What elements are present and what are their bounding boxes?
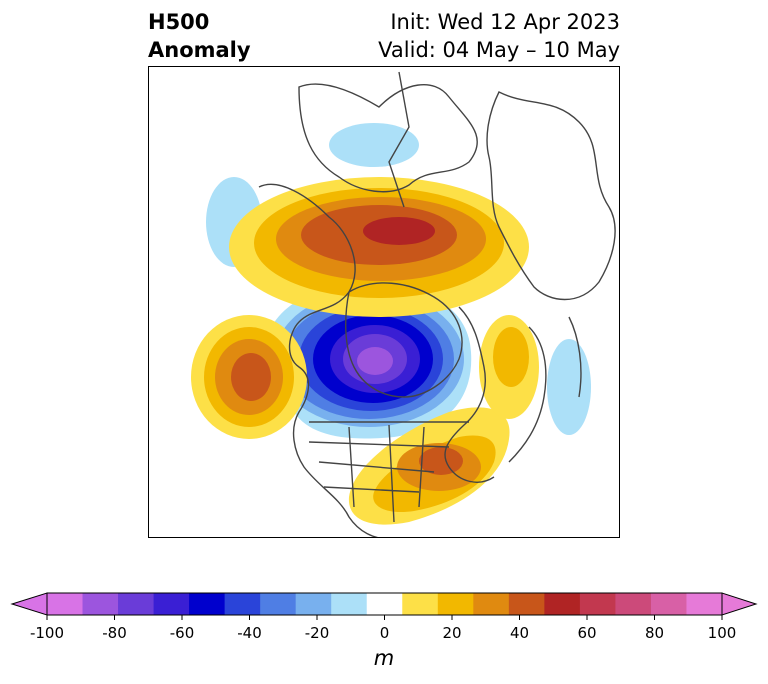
negative-anomaly-atlantic — [547, 339, 591, 435]
negative-anomaly-arctic — [329, 123, 419, 167]
colorbar-segment — [153, 593, 190, 615]
colorbar-segment — [579, 593, 616, 615]
positive-anomaly-eastern-us — [348, 407, 510, 525]
title-line-2: Anomaly — [148, 38, 251, 62]
colorbar-svg — [10, 592, 758, 620]
colorbar-tick-label: 100 — [707, 624, 737, 642]
init-date: Init: Wed 12 Apr 2023 — [390, 10, 620, 34]
colorbar-extend-high — [721, 592, 758, 616]
positive-anomaly-west-atlantic — [479, 315, 539, 419]
colorbar-segment — [331, 593, 368, 615]
colorbar-segment — [295, 593, 332, 615]
colorbar-segment — [650, 593, 687, 615]
map-title: H500 Anomaly — [148, 8, 251, 64]
positive-anomaly-northern-canada — [229, 177, 529, 317]
colorbar-unit: m — [373, 646, 395, 670]
colorbar-tick-label: 60 — [577, 624, 597, 642]
colorbar-segment — [473, 593, 510, 615]
colorbar-segment — [544, 593, 581, 615]
colorbar-tick-label: 40 — [509, 624, 530, 642]
colorbar-segment — [508, 593, 545, 615]
positive-anomaly-ne-pacific — [191, 315, 307, 439]
colorbar-segment — [402, 593, 439, 615]
colorbar-tick-label: -40 — [237, 624, 262, 642]
map-canvas — [191, 71, 616, 537]
coastlines — [258, 71, 616, 537]
colorbar-segment — [82, 593, 119, 615]
anomaly-map — [148, 66, 620, 538]
colorbar-tick-label: -20 — [304, 624, 330, 642]
negative-anomaly-hudson-bay — [263, 284, 472, 439]
colorbar-segment — [686, 593, 723, 615]
colorbar-tick-label: 80 — [644, 624, 665, 642]
colorbar-segment — [224, 593, 261, 615]
colorbar-ticks: -100 -80 -60 -40 -20 0 20 40 60 80 100 — [0, 624, 768, 644]
colorbar-tick-label: -80 — [102, 624, 127, 642]
map-dates: Init: Wed 12 Apr 2023 Valid: 04 May – 10… — [378, 8, 620, 64]
colorbar-segment — [47, 593, 84, 615]
colorbar-tick-label: 0 — [379, 624, 390, 642]
title-line-1: H500 — [148, 10, 210, 34]
colorbar-extend-low — [10, 592, 48, 616]
colorbar — [0, 585, 768, 625]
colorbar-segment — [615, 593, 652, 615]
colorbar-segment — [260, 593, 297, 615]
colorbar-segment — [437, 593, 474, 615]
colorbar-segment — [118, 593, 155, 615]
colorbar-tick-label: -60 — [169, 624, 195, 642]
colorbar-tick-label: -100 — [29, 624, 65, 642]
colorbar-tick-label: 20 — [442, 624, 462, 642]
colorbar-segment — [366, 593, 403, 615]
valid-range: Valid: 04 May – 10 May — [378, 38, 620, 62]
colorbar-segment — [189, 593, 226, 615]
